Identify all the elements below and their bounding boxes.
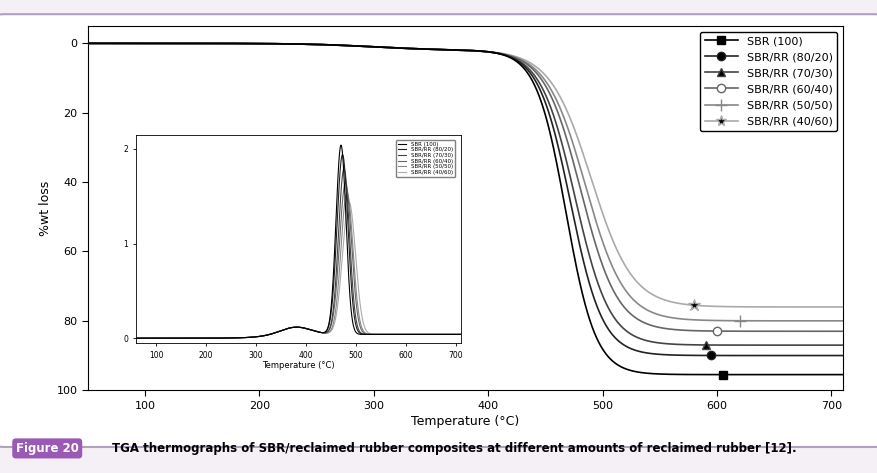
X-axis label: Temperature (°C): Temperature (°C) [262,361,334,370]
FancyBboxPatch shape [0,14,877,447]
Text: Figure 20: Figure 20 [16,442,79,455]
Text: TGA thermographs of SBR/reclaimed rubber composites at different amounts of recl: TGA thermographs of SBR/reclaimed rubber… [112,442,796,455]
Legend: SBR (100), SBR/RR (80/20), SBR/RR (70/30), SBR/RR (60/40), SBR/RR (50/50), SBR/R: SBR (100), SBR/RR (80/20), SBR/RR (70/30… [700,32,837,131]
Legend: SBR (100), SBR/RR (80/20), SBR/RR (70/30), SBR/RR (60/40), SBR/RR (50/50), SBR/R: SBR (100), SBR/RR (80/20), SBR/RR (70/30… [396,140,454,177]
X-axis label: Temperature (°C): Temperature (°C) [410,415,519,428]
Y-axis label: %wt loss: %wt loss [39,181,52,236]
